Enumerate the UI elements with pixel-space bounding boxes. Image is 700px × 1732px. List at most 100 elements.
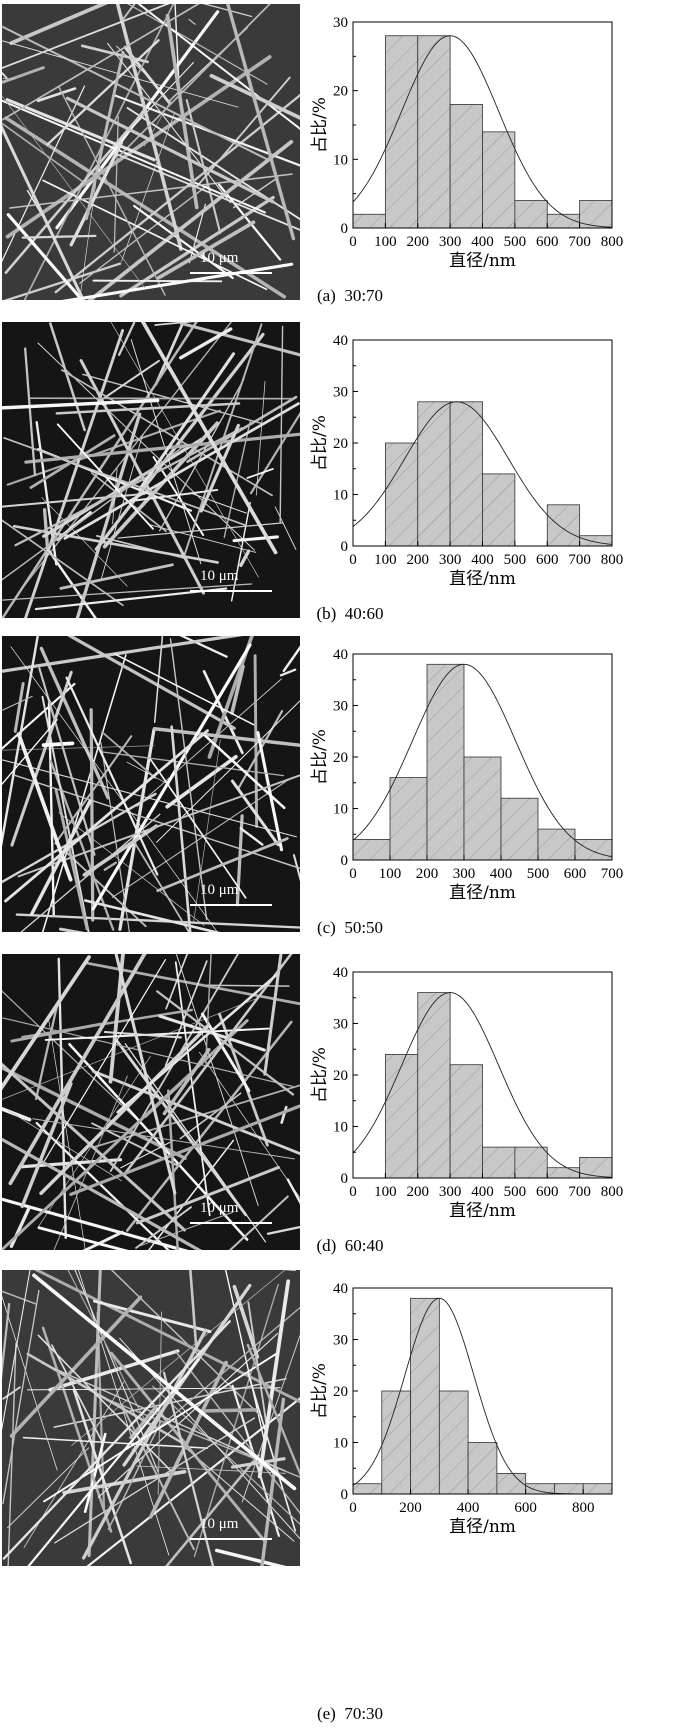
scale-bar-label: 10 μm xyxy=(200,882,239,898)
histogram-bar xyxy=(384,1054,419,1179)
scale-bar-label: 10 μm xyxy=(200,568,239,584)
y-axis-label: 占比/% xyxy=(310,729,330,785)
y-axis-label: 占比/% xyxy=(310,1363,330,1419)
histogram-bar xyxy=(482,131,516,229)
x-tick-label: 400 xyxy=(457,1500,480,1516)
x-tick-label: 700 xyxy=(568,234,591,250)
x-tick-label: 300 xyxy=(439,234,462,250)
y-tick-label: 30 xyxy=(333,1017,348,1033)
x-tick-label: 700 xyxy=(568,552,591,568)
y-tick-label: 0 xyxy=(341,1171,349,1187)
y-tick-label: 10 xyxy=(333,1436,348,1452)
scale-bar xyxy=(190,590,272,592)
x-tick-label: 200 xyxy=(407,552,430,568)
x-tick-label: 100 xyxy=(374,552,397,568)
histogram-bar xyxy=(582,1483,613,1495)
y-tick-label: 30 xyxy=(333,699,348,715)
panel-a: 10 μm 0 100 200 300 400 500 600 700 800 0 10 20 30 直径/… xyxy=(0,0,700,346)
y-tick-label: 30 xyxy=(333,15,348,31)
x-tick-label: 300 xyxy=(439,1184,462,1200)
scale-bar xyxy=(190,1538,272,1540)
y-tick-label: 40 xyxy=(333,965,348,981)
x-axis-label: 直径/nm xyxy=(449,1517,516,1537)
caption-ratio: 50:50 xyxy=(344,918,384,937)
x-tick-label: 800 xyxy=(601,234,624,250)
caption-id: (e) xyxy=(316,1704,336,1723)
caption-ratio: 60:40 xyxy=(344,1236,384,1255)
y-tick-label: 20 xyxy=(333,1384,348,1400)
normal-fit-curve xyxy=(352,401,613,545)
y-tick-label: 10 xyxy=(333,1120,348,1136)
x-tick-label: 300 xyxy=(453,866,476,882)
caption-id: (c) xyxy=(316,918,336,937)
caption-ratio: 30:70 xyxy=(344,286,384,305)
y-tick-label: 40 xyxy=(333,1281,348,1297)
scale-bar-label: 10 μm xyxy=(200,1200,239,1216)
y-tick-label: 40 xyxy=(333,333,348,349)
histogram-bar xyxy=(389,777,428,861)
normal-fit-curve xyxy=(352,992,613,1178)
diameter-histogram: 0 200 400 600 800 0 10 20 30 40 直径/nm 占比/% xyxy=(300,1266,700,1566)
sem-micrograph: 10 μm xyxy=(2,954,300,1250)
histogram-bar xyxy=(417,401,451,547)
histogram-bar xyxy=(426,663,465,861)
caption-id: (d) xyxy=(316,1236,337,1255)
caption-id: (b) xyxy=(316,604,337,623)
caption-ratio: 40:60 xyxy=(344,604,384,623)
y-tick-label: 30 xyxy=(333,1333,348,1349)
sem-micrograph: 10 μm xyxy=(2,4,300,300)
panel-d: 10 μm 0 100 200 300 400 500 600 700 800 0 10 20 30 40 直… xyxy=(0,950,700,1296)
y-tick-label: 10 xyxy=(333,802,348,818)
x-axis-label: 直径/nm xyxy=(449,883,516,903)
figure-caption: (e) 70:30 xyxy=(0,1704,700,1724)
diameter-histogram: 0 100 200 300 400 500 600 700 800 0 10 20 30 直径/nm 占比/… xyxy=(300,0,700,300)
normal-fit-curve xyxy=(352,663,613,858)
histogram-bar xyxy=(449,401,483,547)
x-axis-label: 直径/nm xyxy=(449,1201,516,1221)
panel-c: 10 μm 0 100 200 300 400 500 600 700 0 10 20 30 40 直径/n… xyxy=(0,632,700,978)
x-tick-label: 400 xyxy=(471,234,494,250)
histogram-bar xyxy=(579,535,613,547)
y-axis-label: 占比/% xyxy=(310,97,330,153)
x-tick-label: 500 xyxy=(527,866,550,882)
x-tick-label: 600 xyxy=(514,1500,537,1516)
y-tick-label: 0 xyxy=(341,539,349,555)
x-tick-label: 700 xyxy=(601,866,624,882)
histogram-bar xyxy=(554,1483,584,1495)
x-tick-label: 400 xyxy=(471,1184,494,1200)
histogram-bar xyxy=(546,504,581,547)
histogram-bar xyxy=(482,1146,516,1179)
y-tick-label: 0 xyxy=(341,1487,349,1503)
histogram-bar xyxy=(514,200,548,229)
y-tick-label: 20 xyxy=(333,436,348,452)
x-axis-label: 直径/nm xyxy=(449,569,516,589)
histogram-bar xyxy=(496,1472,527,1495)
x-tick-label: 0 xyxy=(349,1500,357,1516)
histogram-bar xyxy=(449,1064,483,1179)
scale-bar xyxy=(190,1222,272,1224)
sem-micrograph: 10 μm xyxy=(2,322,300,618)
scale-bar xyxy=(190,272,272,274)
x-tick-label: 300 xyxy=(439,552,462,568)
diameter-histogram: 0 100 200 300 400 500 600 700 0 10 20 30 40 直径/nm 占比/% xyxy=(300,632,700,932)
x-tick-label: 500 xyxy=(504,1184,527,1200)
histogram-bar xyxy=(449,104,483,229)
histogram-bar xyxy=(482,473,516,547)
figure-caption: (c) 50:50 xyxy=(0,918,700,938)
x-tick-label: 100 xyxy=(379,866,402,882)
histogram-bar xyxy=(463,756,502,861)
x-tick-label: 200 xyxy=(407,234,430,250)
histogram-bar xyxy=(417,992,451,1179)
x-tick-label: 600 xyxy=(536,1184,559,1200)
sem-micrograph: 10 μm xyxy=(2,636,300,932)
histogram-bar xyxy=(579,1156,613,1179)
y-tick-label: 40 xyxy=(333,647,348,663)
y-tick-label: 10 xyxy=(333,488,348,504)
x-tick-label: 100 xyxy=(374,234,397,250)
y-tick-label: 10 xyxy=(333,152,348,168)
y-axis-label: 占比/% xyxy=(310,1047,330,1103)
histogram-bar xyxy=(514,1146,548,1179)
panel-b: 10 μm 0 100 200 300 400 500 600 700 800 0 10 20 30 40 直… xyxy=(0,318,700,664)
x-tick-label: 0 xyxy=(349,552,357,568)
histogram-bar xyxy=(410,1297,440,1495)
